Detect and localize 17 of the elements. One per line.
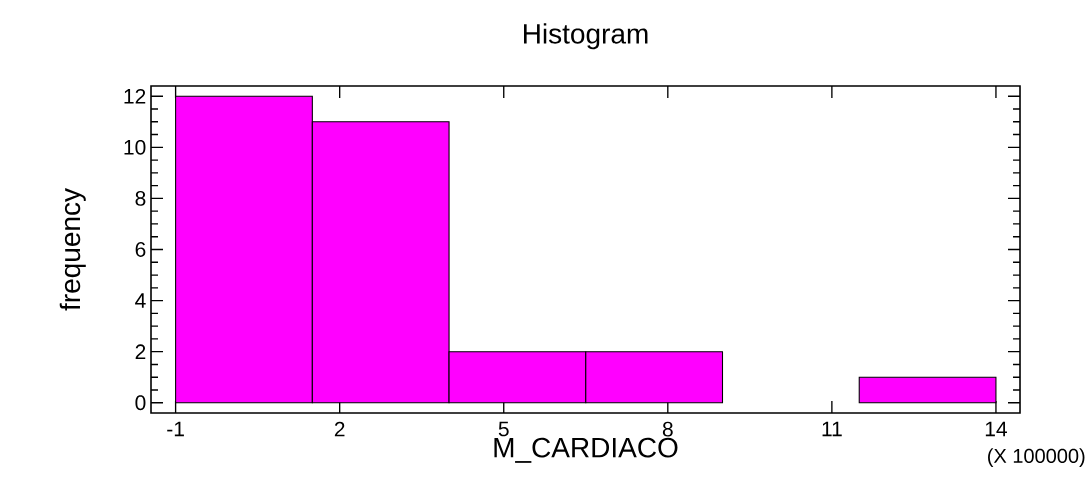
y-tick-label: 8 (135, 190, 146, 206)
x-tick-label: 5 (498, 421, 509, 437)
x-tick-label: -1 (167, 421, 184, 437)
y-tick-label: 0 (135, 395, 146, 411)
x-tick-label: 11 (822, 421, 842, 437)
y-axis-title: frequency (59, 188, 86, 311)
text: (X 100000) (988, 448, 1085, 467)
x-axis-title: M_CARDIACO (494, 437, 678, 463)
y-tick-label: 4 (135, 293, 146, 308)
x-tick-label: 2 (334, 421, 345, 437)
x-tick-label: 8 (662, 421, 673, 437)
y-tick-label: 2 (135, 344, 146, 360)
chart-title: Histogram (524, 23, 648, 50)
y-tick-label: 10 (124, 139, 146, 155)
y-tick-label: 6 (135, 242, 146, 257)
x-tick-label: 14 (985, 421, 1008, 437)
y-tick-label: 12 (124, 88, 146, 104)
